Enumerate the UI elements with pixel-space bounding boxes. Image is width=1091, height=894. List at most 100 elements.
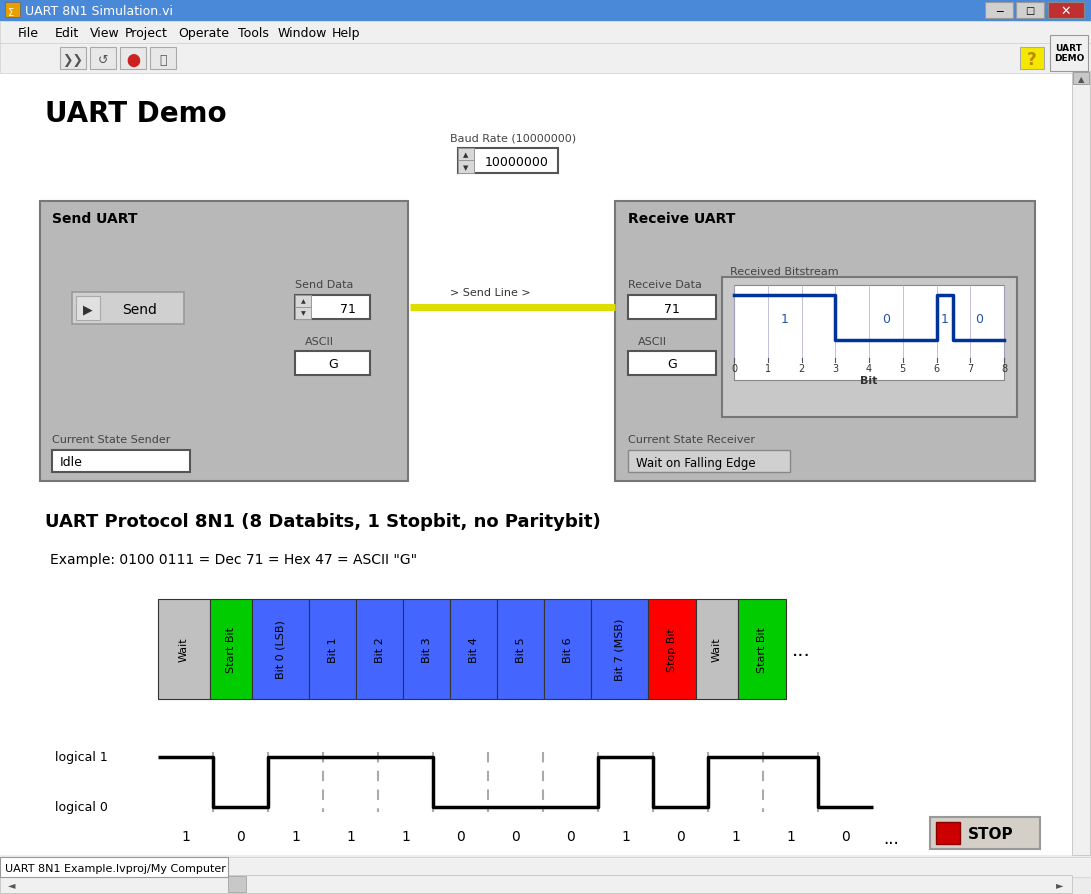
Bar	[738, 599, 786, 699]
Bar	[497, 599, 544, 699]
Text: Start Bit: Start Bit	[757, 627, 767, 672]
Bar	[0, 857, 1091, 877]
Text: STOP: STOP	[968, 827, 1014, 841]
Text: DEMO: DEMO	[1054, 54, 1084, 63]
Bar	[5, 3, 20, 18]
Bar	[209, 599, 252, 699]
Text: Start Bit: Start Bit	[226, 627, 236, 672]
Text: 1: 1	[401, 829, 410, 843]
Bar	[648, 599, 696, 699]
Bar	[295, 296, 370, 320]
Text: ▲: ▲	[301, 299, 305, 304]
Bar	[985, 3, 1014, 19]
Text: G: G	[328, 357, 338, 370]
Bar	[1048, 3, 1084, 19]
Bar	[734, 286, 1004, 381]
Text: Receive UART: Receive UART	[628, 212, 735, 226]
Text: Wait: Wait	[712, 637, 722, 662]
Text: 1: 1	[291, 829, 300, 843]
Bar	[403, 599, 449, 699]
Text: logical 1: logical 1	[55, 751, 108, 763]
Bar	[295, 351, 370, 375]
Text: □: □	[1026, 6, 1034, 16]
Text: 1: 1	[765, 364, 771, 374]
Text: 1: 1	[181, 829, 190, 843]
Text: UART: UART	[1056, 44, 1082, 53]
Text: Bit 4: Bit 4	[468, 637, 479, 662]
Bar	[295, 296, 311, 308]
Bar	[1050, 36, 1088, 72]
Text: 5: 5	[900, 364, 906, 374]
Text: ✕: ✕	[1060, 4, 1071, 18]
Bar	[0, 0, 1091, 22]
Text: Stop Bit: Stop Bit	[667, 628, 678, 671]
Text: 3: 3	[832, 364, 838, 374]
Text: ▼: ▼	[301, 311, 305, 316]
Text: 0: 0	[511, 829, 520, 843]
Bar	[309, 599, 356, 699]
Text: UART Demo: UART Demo	[45, 100, 227, 128]
Bar	[89, 48, 116, 70]
Bar	[1020, 48, 1044, 70]
Text: 2: 2	[799, 364, 805, 374]
Text: > Send Line >: > Send Line >	[449, 288, 530, 298]
Bar	[158, 599, 209, 699]
Bar	[628, 451, 790, 472]
Text: 6: 6	[934, 364, 939, 374]
Text: Baud Rate (10000000): Baud Rate (10000000)	[449, 133, 576, 143]
Bar	[120, 48, 146, 70]
Text: 0: 0	[676, 829, 685, 843]
Text: 7: 7	[967, 364, 973, 374]
Bar	[0, 44, 1091, 74]
Text: Bit 5: Bit 5	[516, 637, 526, 662]
Text: Send: Send	[122, 303, 157, 316]
Bar	[930, 817, 1040, 849]
Text: Send Data: Send Data	[295, 280, 353, 290]
Text: Current State Receiver: Current State Receiver	[628, 434, 755, 444]
Bar	[149, 48, 176, 70]
Text: Bit: Bit	[861, 375, 877, 385]
Text: Received Bitstream: Received Bitstream	[730, 266, 839, 276]
Bar	[449, 599, 497, 699]
Bar	[936, 822, 960, 844]
Text: Project: Project	[125, 27, 168, 39]
Text: 0: 0	[882, 312, 890, 325]
Bar	[295, 308, 311, 320]
Text: UART 8N1 Simulation.vi: UART 8N1 Simulation.vi	[25, 4, 173, 18]
Text: 10000000: 10000000	[485, 156, 549, 168]
Bar	[722, 278, 1017, 417]
Text: 0: 0	[731, 364, 738, 374]
Text: ⬤: ⬤	[125, 54, 140, 66]
Bar	[591, 599, 648, 699]
Bar	[615, 202, 1035, 482]
Text: 1: 1	[346, 829, 355, 843]
Text: 1: 1	[942, 312, 949, 325]
Text: logical 0: logical 0	[55, 801, 108, 814]
Text: Bit 0 (LSB): Bit 0 (LSB)	[276, 620, 286, 679]
Text: 0: 0	[236, 829, 244, 843]
Text: Wait: Wait	[179, 637, 189, 662]
Bar	[628, 296, 716, 320]
Text: Bit 3: Bit 3	[421, 637, 432, 662]
Text: UART 8N1 Example.lvproj/My Computer: UART 8N1 Example.lvproj/My Computer	[5, 863, 226, 873]
Text: UART Protocol 8N1 (8 Databits, 1 Stopbit, no Paritybit): UART Protocol 8N1 (8 Databits, 1 Stopbit…	[45, 512, 601, 530]
Bar	[228, 876, 245, 892]
Text: ⏸: ⏸	[159, 54, 167, 66]
Bar	[60, 48, 86, 70]
Text: 0: 0	[566, 829, 575, 843]
Text: 71: 71	[340, 302, 356, 316]
Bar	[1016, 3, 1044, 19]
Text: Current State Sender: Current State Sender	[52, 434, 170, 444]
Bar	[72, 292, 184, 325]
Text: ◄: ◄	[9, 879, 15, 889]
Text: ▶: ▶	[83, 303, 93, 316]
Text: File: File	[17, 27, 39, 39]
Text: View: View	[89, 27, 120, 39]
Text: ─: ─	[996, 6, 1003, 16]
Text: Example: 0100 0111 = Dec 71 = Hex 47 = ASCII "G": Example: 0100 0111 = Dec 71 = Hex 47 = A…	[50, 552, 417, 567]
Text: G: G	[667, 357, 676, 370]
Text: 1: 1	[781, 312, 789, 325]
Text: Bit 2: Bit 2	[374, 637, 384, 662]
Text: ?: ?	[1027, 51, 1036, 69]
Bar	[696, 599, 738, 699]
